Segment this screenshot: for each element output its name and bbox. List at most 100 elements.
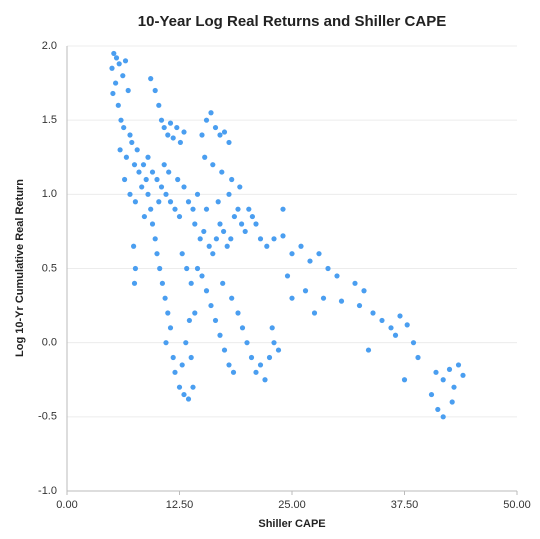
point — [120, 73, 126, 79]
point — [217, 221, 223, 227]
point — [188, 280, 194, 286]
point — [145, 191, 151, 197]
point — [275, 347, 282, 353]
point — [230, 369, 237, 375]
point — [165, 310, 171, 316]
point — [162, 295, 168, 301]
point — [203, 288, 210, 294]
point — [433, 369, 439, 375]
point — [149, 169, 156, 175]
point — [181, 184, 187, 190]
point — [202, 154, 208, 160]
point — [257, 362, 264, 368]
point — [163, 340, 169, 346]
point — [235, 310, 241, 316]
point — [125, 87, 131, 94]
point — [217, 332, 223, 338]
point — [148, 206, 154, 212]
point — [156, 102, 162, 108]
point — [237, 184, 243, 190]
point — [192, 310, 198, 316]
point — [145, 154, 151, 160]
point — [338, 298, 345, 304]
point — [271, 236, 277, 242]
point — [109, 65, 115, 71]
point — [161, 124, 167, 131]
point — [229, 176, 235, 183]
point — [224, 243, 230, 249]
point — [269, 325, 275, 331]
point — [253, 369, 259, 375]
point — [280, 233, 286, 239]
point — [113, 55, 120, 61]
point — [132, 265, 138, 272]
point — [111, 50, 117, 57]
point — [226, 191, 232, 197]
point — [289, 295, 295, 301]
point — [210, 162, 216, 168]
point — [217, 132, 223, 138]
point — [246, 206, 252, 212]
point — [212, 317, 219, 324]
point — [266, 354, 273, 361]
point — [455, 362, 462, 368]
point — [185, 396, 192, 402]
point — [280, 206, 286, 212]
x-tick-label: 37.50 — [391, 499, 419, 511]
point — [156, 199, 162, 205]
point — [212, 124, 219, 131]
point — [122, 58, 129, 64]
point — [172, 369, 178, 375]
point — [365, 347, 372, 353]
point — [115, 102, 121, 108]
point — [121, 124, 127, 131]
point — [197, 236, 203, 242]
y-tick-label: 2.0 — [42, 40, 57, 52]
point — [415, 354, 421, 361]
point — [253, 221, 259, 227]
point — [186, 317, 192, 324]
point — [129, 139, 135, 146]
point — [167, 325, 174, 331]
point — [117, 147, 123, 153]
point — [194, 265, 201, 272]
point — [244, 340, 250, 346]
point — [166, 169, 172, 175]
point — [132, 199, 138, 205]
point — [440, 377, 446, 383]
point — [449, 399, 455, 405]
point — [181, 391, 187, 398]
point — [451, 384, 457, 390]
point — [203, 206, 210, 212]
point — [183, 340, 189, 346]
point — [242, 228, 248, 235]
point — [170, 135, 176, 141]
point — [370, 310, 376, 316]
point — [167, 120, 174, 126]
point — [352, 280, 358, 286]
point — [226, 139, 232, 146]
point — [249, 213, 255, 220]
point — [361, 288, 367, 294]
point — [161, 162, 167, 168]
point — [110, 90, 116, 97]
point — [311, 310, 318, 316]
point — [139, 184, 145, 190]
point — [159, 280, 165, 286]
point — [199, 273, 205, 279]
point — [320, 295, 327, 301]
x-tick-label: 12.50 — [166, 499, 194, 511]
point — [131, 280, 138, 286]
chart-title: 10-Year Log Real Returns and Shiller CAP… — [138, 13, 446, 30]
point — [131, 162, 138, 168]
point — [440, 414, 446, 420]
point — [194, 191, 201, 197]
point — [460, 372, 466, 378]
point — [192, 221, 198, 227]
point — [404, 322, 410, 328]
point — [176, 384, 183, 390]
point — [221, 228, 227, 235]
point — [190, 206, 196, 212]
